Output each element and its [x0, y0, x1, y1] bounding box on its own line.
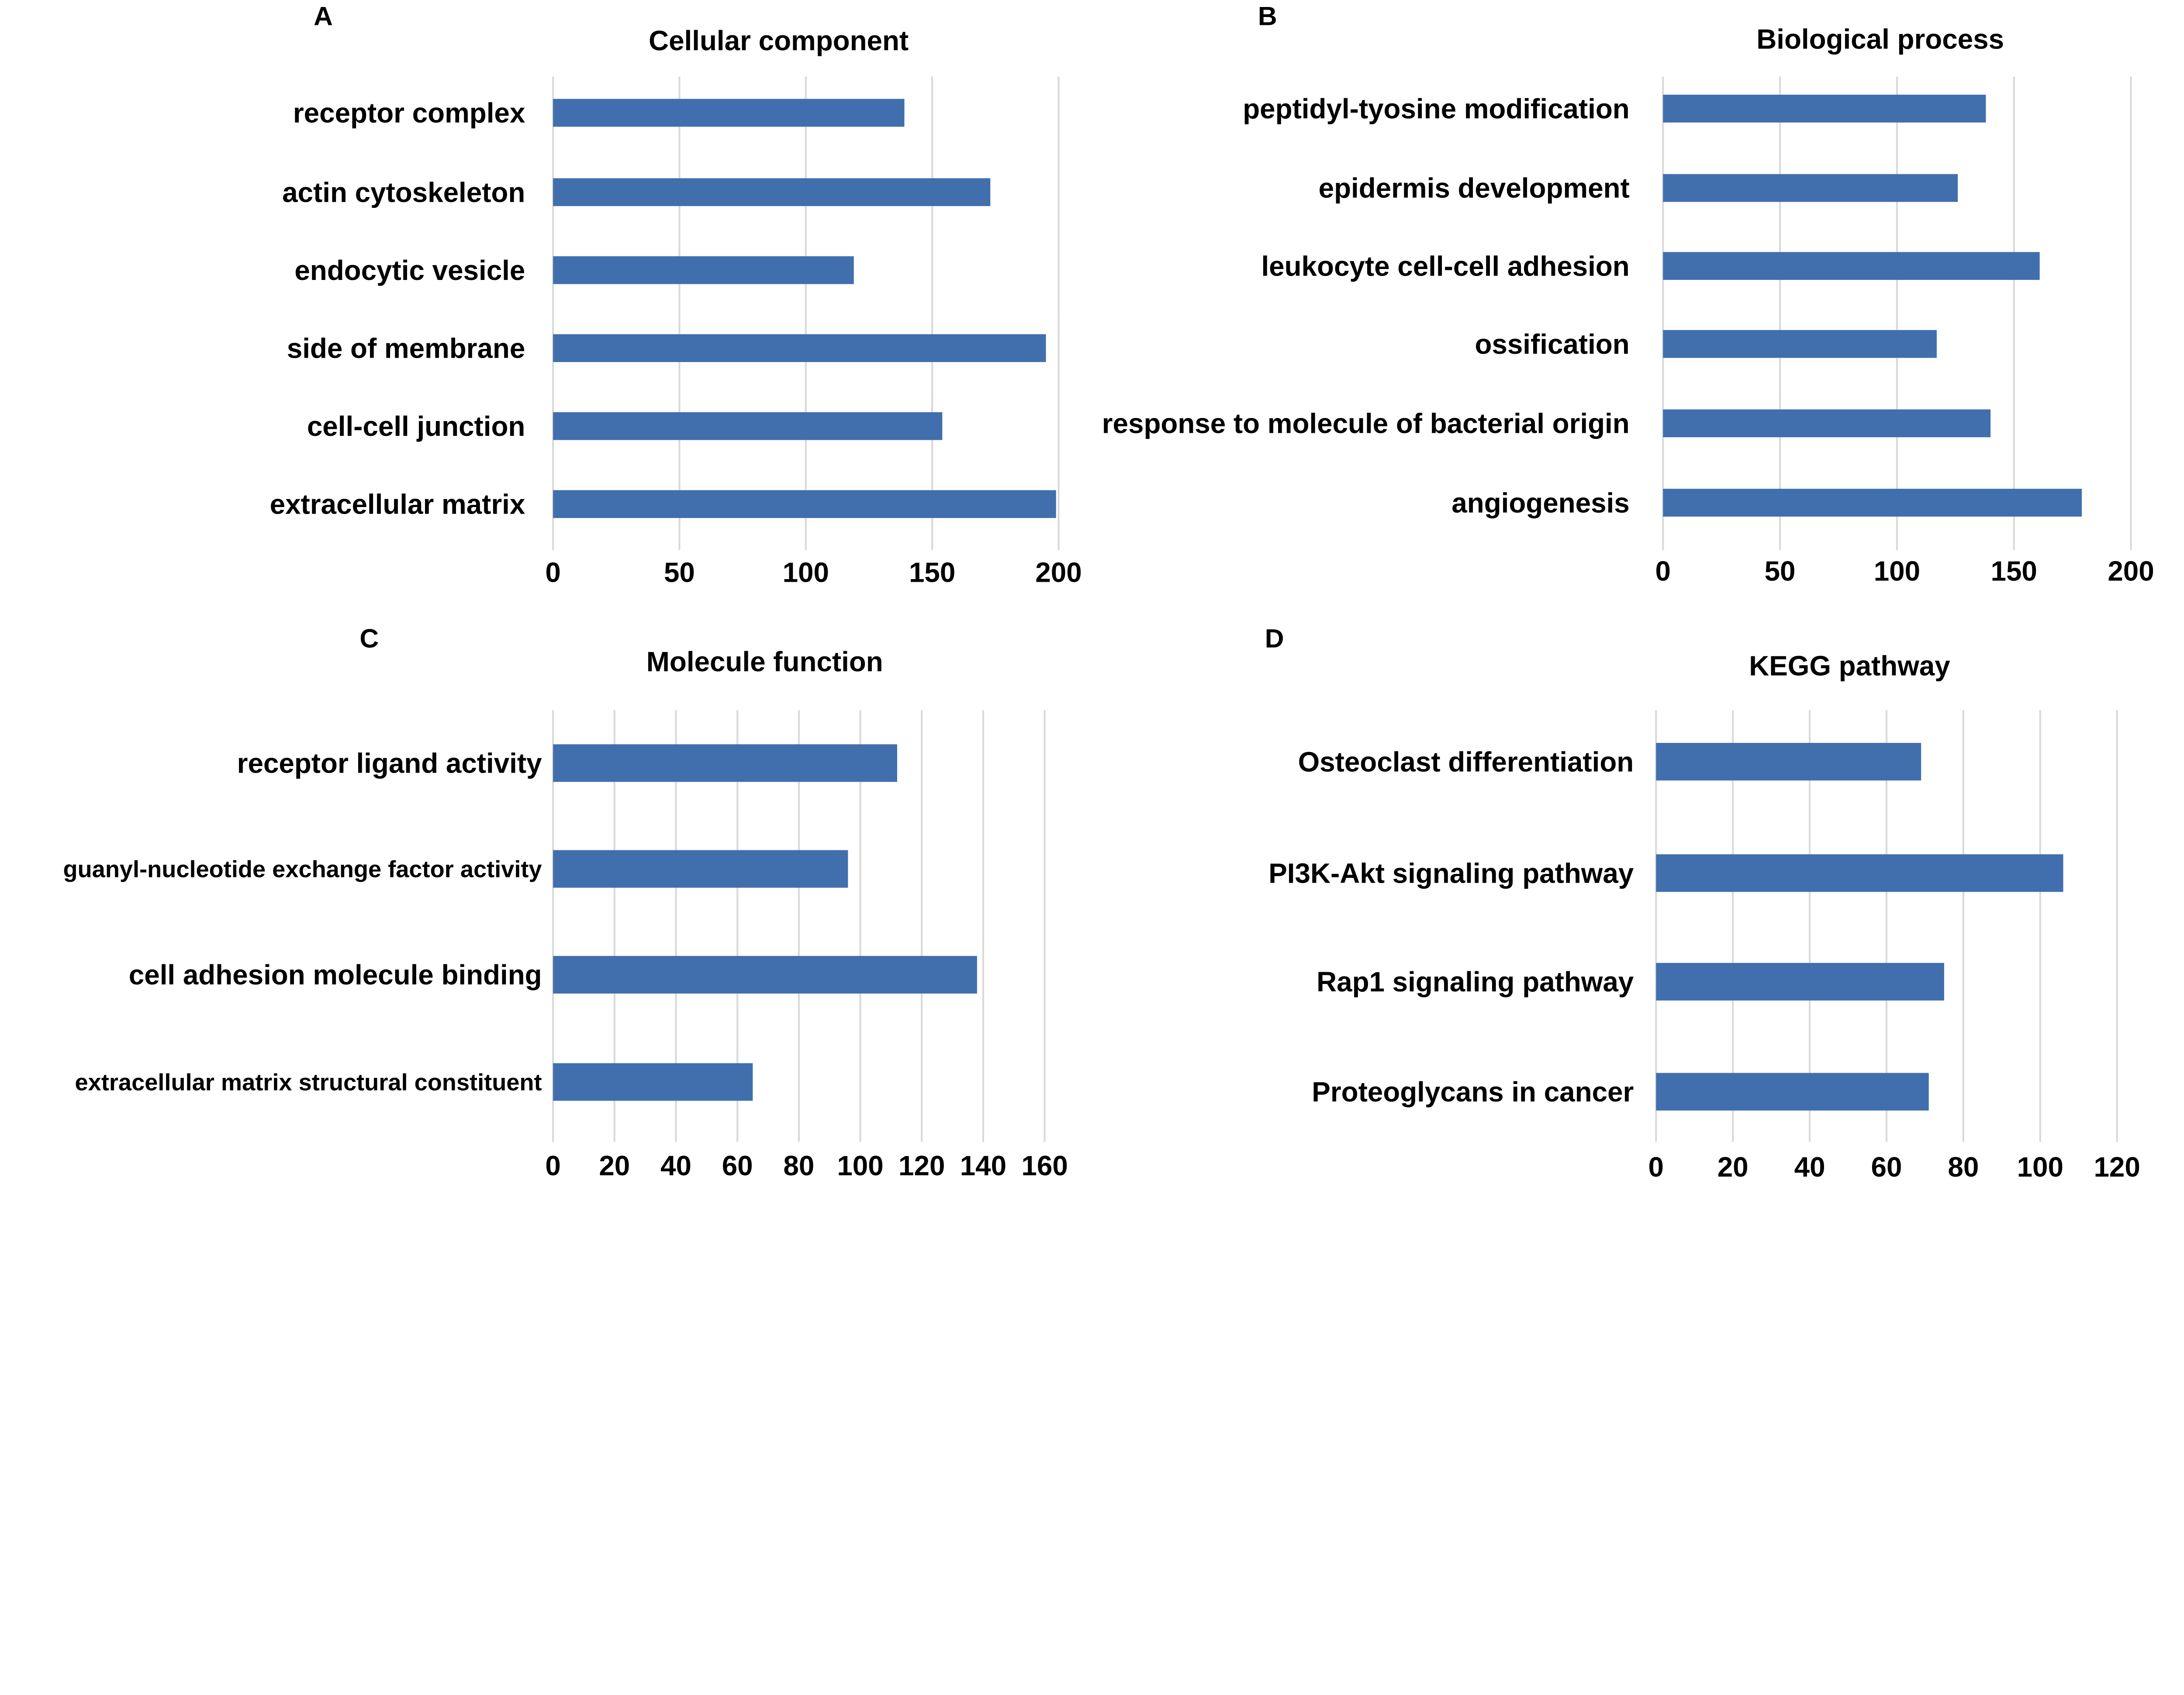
x-tick-label: 100 — [1874, 556, 1920, 587]
x-tick-label: 50 — [1765, 556, 1796, 587]
bar — [1656, 854, 2063, 892]
x-tick-label: 200 — [1035, 557, 1082, 588]
category-label: leukocyte cell-cell adhesion — [1261, 250, 1629, 282]
x-tick-label: 80 — [1948, 1151, 1979, 1183]
category-label: extracellular matrix — [270, 489, 525, 520]
chart-panel-a: A Cellular component 0 50 100 150 200 receptor … — [270, 1, 1082, 588]
bar — [553, 412, 943, 440]
x-tick-label: 120 — [898, 1150, 945, 1181]
chart-title: Molecule function — [646, 646, 883, 677]
category-label: endocytic vesicle — [294, 255, 525, 286]
chart-title: Cellular component — [649, 25, 909, 56]
category-label: cell adhesion molecule binding — [129, 959, 542, 991]
bar — [1656, 742, 1921, 781]
bar — [1663, 252, 2040, 280]
x-tick-label: 150 — [909, 557, 955, 588]
bar — [1663, 94, 1986, 123]
category-label: response to molecule of bacterial origin — [1102, 408, 1630, 439]
x-tick-label: 60 — [1871, 1151, 1902, 1183]
x-tick-label: 80 — [783, 1150, 814, 1181]
x-tick-label: 20 — [1717, 1151, 1749, 1183]
x-tick-label: 120 — [2094, 1151, 2140, 1183]
category-label: extracellular matrix structural constitu… — [75, 1069, 542, 1095]
x-tick-label: 0 — [545, 557, 560, 588]
category-label: Osteoclast differentiation — [1298, 746, 1634, 777]
category-label: epidermis development — [1319, 173, 1630, 204]
x-tick-label: 160 — [1021, 1150, 1068, 1181]
category-label: receptor complex — [293, 97, 525, 129]
bar — [553, 956, 977, 994]
bar — [1663, 409, 1991, 438]
category-label: ossification — [1475, 328, 1629, 360]
chart-title: KEGG pathway — [1749, 650, 1950, 681]
x-tick-label: 60 — [722, 1150, 753, 1181]
x-tick-label: 150 — [1991, 556, 2037, 587]
panel-letter: D — [1265, 624, 1284, 653]
x-tick-label: 20 — [599, 1150, 630, 1181]
category-label: receptor ligand activity — [237, 748, 542, 779]
bar — [1663, 330, 1937, 358]
category-label: side of membrane — [287, 332, 525, 364]
chart-panel-b: B Biological process 0 50 100 150 200 peptidyl-… — [1102, 1, 2154, 587]
chart-panel-d: D KEGG pathway 0 20 40 60 80 100 120 Osteoclast d… — [1265, 624, 2140, 1183]
chart-panel-c: C Molecule function 0 20 40 60 80 100 120 140 160 r… — [63, 624, 1068, 1181]
x-tick-label: 100 — [2017, 1151, 2063, 1183]
category-label: actin cytoskeleton — [282, 176, 525, 208]
bar — [1656, 963, 1944, 1001]
bar — [1663, 489, 2082, 517]
category-label: PI3K-Akt signaling pathway — [1268, 857, 1634, 889]
category-label: Rap1 signaling pathway — [1317, 966, 1634, 998]
bar — [553, 850, 848, 888]
bar — [553, 99, 905, 127]
figure-container: A Cellular component 0 50 100 150 200 receptor … — [63, 1, 2154, 1183]
x-tick-label: 50 — [664, 557, 695, 588]
bar — [1663, 174, 1958, 202]
bar — [553, 256, 854, 284]
x-tick-label: 0 — [1655, 556, 1671, 587]
x-tick-label: 40 — [660, 1150, 691, 1181]
bar — [553, 744, 897, 782]
panel-letter: A — [314, 1, 333, 31]
category-label: cell-cell junction — [307, 411, 525, 442]
x-tick-label: 140 — [960, 1150, 1006, 1181]
category-label: angiogenesis — [1451, 487, 1629, 518]
category-label: peptidyl-tyosine modification — [1243, 93, 1629, 124]
category-label: guanyl-nucleotide exchange factor activi… — [63, 856, 542, 883]
bar — [553, 1063, 753, 1101]
panel-letter: C — [359, 624, 379, 653]
bar — [1656, 1073, 1929, 1111]
x-tick-label: 40 — [1794, 1151, 1825, 1183]
bar — [553, 490, 1056, 518]
x-tick-label: 100 — [837, 1150, 883, 1181]
x-tick-label: 0 — [1648, 1151, 1664, 1183]
x-tick-label: 200 — [2108, 556, 2154, 587]
category-label: Proteoglycans in cancer — [1312, 1076, 1634, 1108]
bar — [553, 334, 1046, 362]
bar — [553, 178, 991, 206]
chart-title: Biological process — [1756, 24, 2004, 55]
x-tick-label: 100 — [783, 557, 829, 588]
panel-letter: B — [1258, 1, 1277, 31]
x-tick-label: 0 — [545, 1150, 560, 1181]
